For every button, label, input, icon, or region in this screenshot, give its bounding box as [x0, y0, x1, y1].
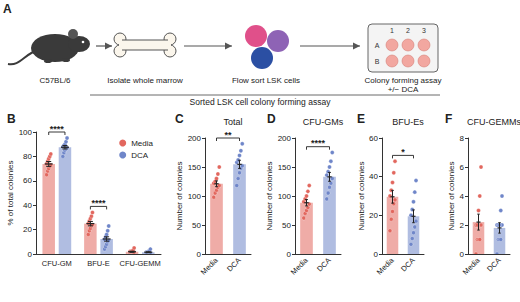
svg-text:0: 0	[287, 250, 292, 259]
svg-text:B: B	[375, 58, 380, 65]
svg-text:****: ****	[311, 138, 326, 148]
svg-text:****: ****	[50, 124, 65, 134]
svg-text:DCA: DCA	[131, 151, 149, 160]
svg-text:D: D	[267, 112, 276, 126]
svg-text:50: 50	[282, 221, 291, 230]
svg-text:B: B	[7, 112, 16, 126]
svg-text:4: 4	[460, 192, 465, 201]
svg-text:100: 100	[278, 192, 292, 201]
svg-text:DCA: DCA	[315, 256, 333, 274]
svg-text:1: 1	[390, 27, 394, 34]
svg-text:Media: Media	[289, 255, 310, 276]
svg-text:40: 40	[369, 172, 378, 181]
svg-text:2: 2	[460, 221, 465, 230]
svg-text:8: 8	[460, 134, 465, 143]
svg-text:CFU-GMs: CFU-GMs	[303, 117, 344, 127]
svg-text:Media: Media	[461, 255, 482, 276]
svg-text:BFU-E: BFU-E	[87, 259, 110, 268]
svg-text:0: 0	[374, 250, 379, 259]
svg-text:200: 200	[188, 134, 202, 143]
svg-text:2: 2	[406, 27, 410, 34]
svg-text:Flow sort LSK cells: Flow sort LSK cells	[232, 76, 300, 85]
svg-text:100: 100	[19, 128, 33, 137]
svg-text:Colony forming assay: Colony forming assay	[365, 76, 442, 85]
svg-text:BFU-Es: BFU-Es	[392, 117, 424, 127]
svg-text:+/− DCA: +/− DCA	[388, 85, 419, 94]
svg-text:60: 60	[369, 134, 378, 143]
svg-text:****: ****	[91, 198, 106, 208]
svg-text:60: 60	[23, 176, 32, 185]
svg-text:40: 40	[23, 201, 32, 210]
svg-text:E: E	[357, 112, 365, 126]
svg-text:*: *	[401, 147, 405, 157]
svg-text:20: 20	[369, 211, 378, 220]
svg-text:DCA: DCA	[225, 256, 243, 274]
svg-text:Number of colonies: Number of colonies	[265, 162, 274, 231]
svg-text:CFU-GEMM: CFU-GEMM	[120, 259, 161, 268]
svg-text:0: 0	[28, 250, 33, 259]
svg-text:3: 3	[422, 27, 426, 34]
svg-text:CFU-GM: CFU-GM	[42, 259, 72, 268]
svg-text:Isolate whole marrow: Isolate whole marrow	[107, 76, 183, 85]
svg-text:A: A	[3, 2, 12, 16]
svg-text:100: 100	[188, 192, 202, 201]
svg-text:150: 150	[278, 163, 292, 172]
svg-text:**: **	[224, 130, 232, 140]
svg-text:Number of colonies: Number of colonies	[447, 162, 456, 231]
svg-text:200: 200	[278, 134, 292, 143]
svg-text:% of total colonies: % of total colonies	[6, 161, 15, 226]
svg-text:0: 0	[197, 250, 202, 259]
svg-text:A: A	[375, 42, 380, 49]
svg-text:Number of colonies: Number of colonies	[175, 162, 184, 231]
svg-text:F: F	[445, 112, 452, 126]
svg-text:150: 150	[188, 163, 202, 172]
svg-text:50: 50	[192, 221, 201, 230]
svg-text:Media: Media	[375, 255, 396, 276]
svg-text:C57BL/6: C57BL/6	[39, 76, 71, 85]
svg-text:DCA: DCA	[485, 256, 503, 274]
svg-text:C: C	[175, 112, 184, 126]
svg-text:Media: Media	[199, 255, 220, 276]
svg-text:Number of colonies: Number of colonies	[357, 162, 366, 231]
svg-text:80: 80	[23, 152, 32, 161]
svg-text:Media: Media	[131, 139, 153, 148]
svg-text:DCA: DCA	[399, 256, 417, 274]
svg-text:CFU-GEMMs: CFU-GEMMs	[467, 117, 520, 127]
svg-text:0: 0	[460, 250, 465, 259]
svg-text:6: 6	[460, 163, 465, 172]
svg-text:Sorted LSK cell colony forming: Sorted LSK cell colony forming assay	[190, 97, 332, 107]
svg-text:20: 20	[23, 225, 32, 234]
svg-text:Total: Total	[223, 117, 242, 127]
